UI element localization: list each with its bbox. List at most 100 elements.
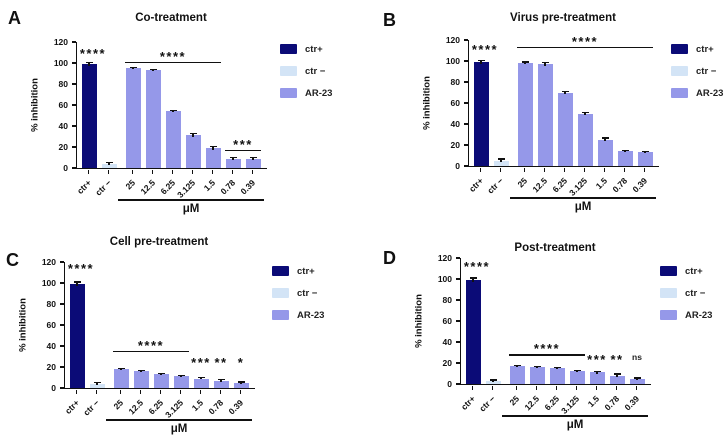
x-tick-mark (251, 169, 253, 174)
y-tick-mark (60, 366, 64, 368)
error-bar-cap (521, 61, 529, 63)
error-bar (604, 138, 606, 142)
bar-0.78 (617, 151, 633, 166)
legend-item: AR-23 (280, 82, 332, 104)
bar-ctr+ (69, 284, 85, 388)
y-tick-label: 20 (450, 139, 460, 150)
error-bar (544, 62, 546, 66)
y-tick-mark (464, 102, 468, 104)
error-bar-cap (489, 379, 497, 381)
y-tick-mark (72, 167, 76, 169)
significance-stars: * (237, 355, 245, 370)
bar-12.5 (145, 70, 161, 168)
error-bar (232, 157, 234, 160)
y-tick-mark (456, 320, 460, 322)
y-tick-label: 120 (437, 252, 452, 263)
significance-line (225, 149, 261, 152)
legend-label: ctr+ (305, 43, 323, 55)
legend-swatch-ctr+ (660, 266, 677, 276)
significance-stars: **** (533, 341, 561, 357)
x-axis-unit-label: μM (170, 423, 188, 435)
y-tick-mark (72, 146, 76, 148)
y-tick-mark (72, 62, 76, 64)
error-bar-cap (137, 369, 145, 371)
x-tick-mark (95, 389, 97, 394)
bar-6.25 (165, 111, 181, 168)
bar-6.25 (557, 92, 573, 166)
x-tick-mark (643, 167, 645, 172)
bar-0.78 (225, 158, 241, 168)
bar-ctr − (89, 383, 105, 388)
x-tick-mark (623, 167, 625, 172)
bar-1.5 (597, 139, 613, 166)
error-bar (644, 151, 646, 154)
legend-item: ctr+ (272, 260, 324, 282)
error-bar (624, 150, 626, 153)
y-tick-label: 80 (442, 294, 452, 305)
x-tick-mark (575, 385, 577, 390)
bar-25 (113, 369, 129, 388)
error-bar-cap (189, 133, 197, 135)
significance-line (125, 61, 221, 63)
x-tick-mark (151, 169, 153, 174)
significance-stars: ** (610, 352, 624, 368)
significance-line (113, 350, 189, 353)
error-bar (492, 380, 494, 382)
x-tick-mark (159, 389, 161, 394)
y-tick-label: 0 (447, 378, 452, 389)
error-bar (556, 367, 558, 370)
panel-C: C Cell pre-treatment% inhibition 0 20 40 60 80… (0, 222, 364, 444)
error-bar-cap (533, 365, 541, 367)
error-bar (240, 381, 242, 384)
bar-6.25 (549, 368, 565, 384)
legend-swatch-ctr− (660, 288, 677, 298)
error-bar (172, 110, 174, 113)
x-tick-mark (543, 167, 545, 172)
legend-swatch-ctr+ (280, 44, 297, 54)
y-tick-mark (464, 123, 468, 125)
legend-swatch-AR-23 (272, 310, 289, 320)
x-tick-mark (211, 169, 213, 174)
significance-stars: **** (67, 260, 95, 276)
legend-swatch-AR-23 (660, 310, 677, 320)
error-bar (616, 374, 618, 378)
plot-area: **** **** *** ** * (64, 262, 255, 389)
error-bar-cap (157, 372, 165, 375)
legend-label: ctr − (685, 287, 706, 299)
error-bar (524, 62, 526, 65)
legend-item: ctr+ (671, 38, 723, 60)
error-bar-cap (177, 374, 185, 377)
error-bar (564, 91, 566, 94)
legend-swatch-ctr− (272, 288, 289, 298)
x-tick-mark (635, 385, 637, 390)
legend-swatch-ctr− (280, 66, 297, 76)
legend-item: ctr − (671, 60, 723, 82)
y-tick-label: 40 (442, 336, 452, 347)
x-tick-mark (231, 169, 233, 174)
error-bar-cap (553, 366, 561, 369)
error-bar (76, 281, 78, 287)
significance-stars: **** (159, 48, 187, 64)
y-tick-mark (456, 341, 460, 343)
bar-ctr − (485, 380, 501, 384)
significance-stars: **** (137, 337, 165, 353)
bar-ctr+ (473, 62, 489, 166)
error-bar-cap (249, 156, 257, 159)
x-tick-mark (471, 385, 473, 390)
chart-title: Virus pre-treatment (510, 12, 616, 24)
significance-stars: *** (191, 355, 211, 370)
error-bar-cap (237, 381, 245, 383)
error-bar-cap (93, 382, 101, 384)
error-bar-cap (85, 61, 93, 64)
x-tick-mark (171, 169, 173, 174)
bar-ctr+ (81, 64, 97, 168)
bar-25 (125, 68, 141, 168)
error-bar (180, 375, 182, 378)
error-bar-cap (197, 377, 205, 379)
x-tick-mark (87, 169, 89, 174)
chart-title: Cell pre-treatment (109, 236, 209, 248)
error-bar-cap (601, 137, 609, 139)
unit-underline (510, 197, 656, 199)
y-tick-mark (60, 261, 64, 263)
y-tick-label: 60 (450, 97, 460, 108)
